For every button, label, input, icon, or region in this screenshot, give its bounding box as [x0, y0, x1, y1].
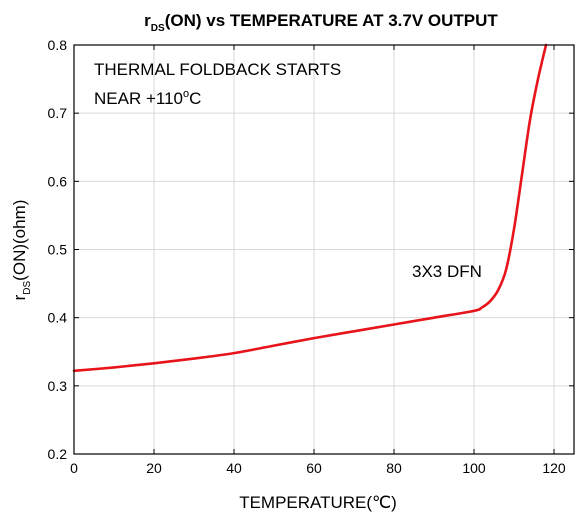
series-line-3x3-dfn — [72, 43, 548, 373]
x-axis-label: TEMPERATURE(℃) — [239, 493, 397, 512]
y-tick-label: 0.7 — [48, 105, 68, 121]
x-tick-label: 40 — [226, 460, 242, 476]
x-tick-label: 80 — [386, 460, 402, 476]
x-tick-label: 120 — [542, 460, 566, 476]
y-axis-label-main: r — [10, 294, 29, 300]
y-axis-label-subscript: DS — [22, 281, 33, 295]
y-tick-label: 0.8 — [48, 37, 68, 53]
x-tick-label: 60 — [306, 460, 322, 476]
chart-title: rDS(ON) vs TEMPERATURE AT 3.7V OUTPUT — [144, 11, 498, 34]
annotation-line-1: THERMAL FOLDBACK STARTS — [94, 60, 341, 79]
y-axis-ticks: 0.2 0.3 0.4 0.5 0.6 0.7 0.8 — [48, 37, 574, 462]
chart-title-rest: (ON) vs TEMPERATURE AT 3.7V OUTPUT — [165, 11, 499, 30]
y-axis-label: rDS(ON)(ohm) — [10, 200, 33, 301]
annotation-line-2-pre: NEAR +110 — [94, 89, 183, 108]
y-axis-label-rest: (ON)(ohm) — [10, 200, 29, 281]
y-tick-label: 0.5 — [48, 242, 68, 258]
y-tick-label: 0.4 — [48, 310, 68, 326]
x-tick-label: 100 — [462, 460, 486, 476]
annotation-line-2: NEAR +110oC — [94, 88, 201, 108]
chart-title-main: r — [144, 11, 151, 30]
series-label: 3X3 DFN — [412, 262, 482, 281]
x-tick-label: 0 — [70, 460, 78, 476]
y-tick-label: 0.2 — [48, 446, 68, 462]
gridlines — [74, 45, 574, 454]
y-tick-label: 0.6 — [48, 173, 68, 189]
annotation-line-2-post: C — [189, 89, 201, 108]
x-axis-ticks: 0 20 40 60 80 100 120 — [70, 45, 566, 476]
x-tick-label: 20 — [146, 460, 162, 476]
annotation-degree: o — [183, 88, 189, 100]
y-tick-label: 0.3 — [48, 378, 68, 394]
chart-title-subscript: DS — [151, 23, 165, 34]
